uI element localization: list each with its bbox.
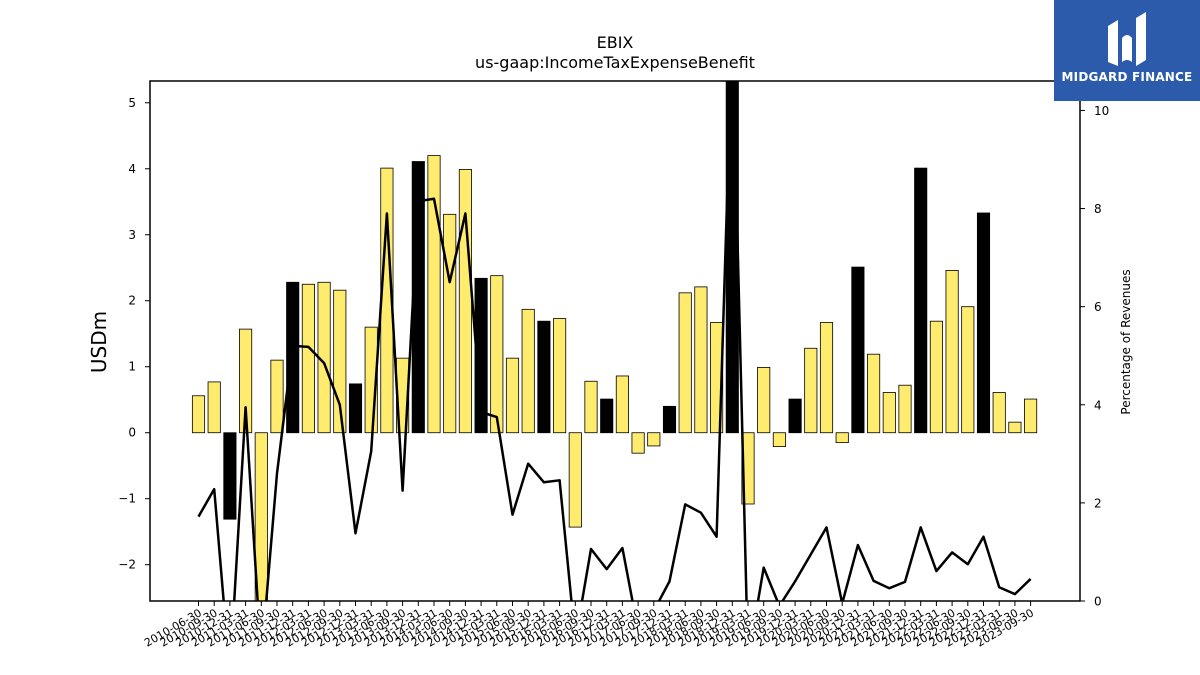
bar-2022-06-30 — [945, 269, 959, 434]
bar-2016-06-30 — [568, 432, 582, 528]
bar-2020-09-30 — [835, 432, 849, 444]
bar-2017-12-31 — [662, 405, 677, 434]
left-tick-label: 3 — [128, 228, 136, 242]
bar-2015-06-30 — [505, 357, 520, 434]
bar-2021-09-30 — [898, 384, 912, 434]
bar-2011-03-31 — [239, 328, 253, 434]
bar-2016-12-31 — [600, 398, 614, 434]
bar-2019-12-31 — [788, 398, 802, 434]
x-axis: 2010-06-302010-09-302010-12-312011-03-31… — [142, 601, 1036, 650]
right-tick-label: 4 — [1094, 398, 1102, 412]
bar-2016-03-31 — [553, 318, 567, 434]
left-tick-label: −1 — [118, 492, 136, 506]
bar-2022-09-30 — [961, 306, 975, 434]
bar-2016-09-30 — [584, 380, 598, 434]
right-tick-label: 8 — [1094, 202, 1102, 216]
bar-2019-03-31 — [741, 432, 755, 505]
bar-2014-03-31 — [427, 155, 441, 434]
bar-2021-12-31 — [914, 167, 928, 434]
brand-logo: MIDGARD FINANCE — [1054, 0, 1200, 101]
bar-2017-06-30 — [631, 432, 645, 454]
bar-2018-03-31 — [678, 292, 692, 434]
bar-2023-03-31 — [992, 392, 1006, 434]
right-tick-label: 10 — [1094, 104, 1109, 118]
bar-2015-03-31 — [490, 275, 504, 434]
right-tick-label: 0 — [1094, 595, 1102, 609]
bar-2019-06-30 — [757, 366, 771, 434]
bar-2017-09-30 — [647, 432, 661, 447]
left-tick-label: 2 — [128, 294, 136, 308]
bar-2021-03-31 — [867, 353, 881, 434]
bar-2015-09-30 — [521, 308, 535, 434]
left-tick-label: 1 — [128, 360, 136, 374]
bar-2021-06-30 — [882, 392, 896, 434]
bar-2022-12-31 — [976, 212, 991, 434]
bar-2010-06-30 — [191, 395, 206, 434]
right-tick-label: 6 — [1094, 300, 1102, 314]
bar-2017-03-31 — [615, 375, 629, 434]
bar-2012-12-31 — [348, 383, 363, 434]
line-layer — [197, 81, 1032, 601]
bar-2019-09-30 — [772, 432, 786, 447]
bar-2011-09-30 — [270, 359, 284, 434]
bar-2014-12-31 — [474, 277, 488, 434]
bar-2010-09-30 — [207, 381, 221, 434]
chart-subtitle: us-gaap:IncomeTaxExpenseBenefit — [475, 53, 755, 72]
bar-2023-09-30 — [1024, 398, 1038, 434]
left-tick-label: 4 — [128, 162, 136, 176]
bar-2020-06-30 — [819, 322, 834, 434]
left-tick-label: 5 — [128, 96, 136, 110]
left-tick-label: −2 — [118, 558, 136, 572]
y-axis-label: USDm — [87, 311, 111, 373]
chart-title: EBIX — [597, 33, 634, 52]
right-axis: 0 2 4 6 8 10 — [1080, 104, 1109, 609]
right-tick-label: 2 — [1094, 496, 1102, 510]
left-tick-label: 0 — [128, 426, 136, 440]
bar-2012-03-31 — [301, 283, 315, 434]
bar-2010-12-31 — [223, 432, 237, 520]
left-axis: −2 −1 0 1 2 3 4 5 — [118, 96, 150, 572]
bar-2020-03-31 — [804, 347, 818, 434]
bar-2015-12-31 — [537, 320, 551, 434]
logo-mark-icon — [1108, 12, 1146, 66]
bar-2014-09-30 — [458, 169, 472, 434]
y-axis-right-label: Percentage of Revenues — [1119, 269, 1133, 414]
bar-2014-06-30 — [443, 213, 457, 434]
ratio-line — [197, 81, 1032, 601]
bar-2022-03-31 — [929, 320, 943, 434]
plot-frame — [149, 80, 1081, 602]
bar-2020-12-31 — [851, 266, 865, 434]
logo-text: MIDGARD FINANCE — [1061, 70, 1193, 84]
bar-2023-06-30 — [1008, 421, 1022, 434]
bar-2018-06-30 — [694, 286, 708, 434]
bars-layer — [191, 80, 1038, 602]
bar-2011-12-31 — [286, 281, 300, 434]
